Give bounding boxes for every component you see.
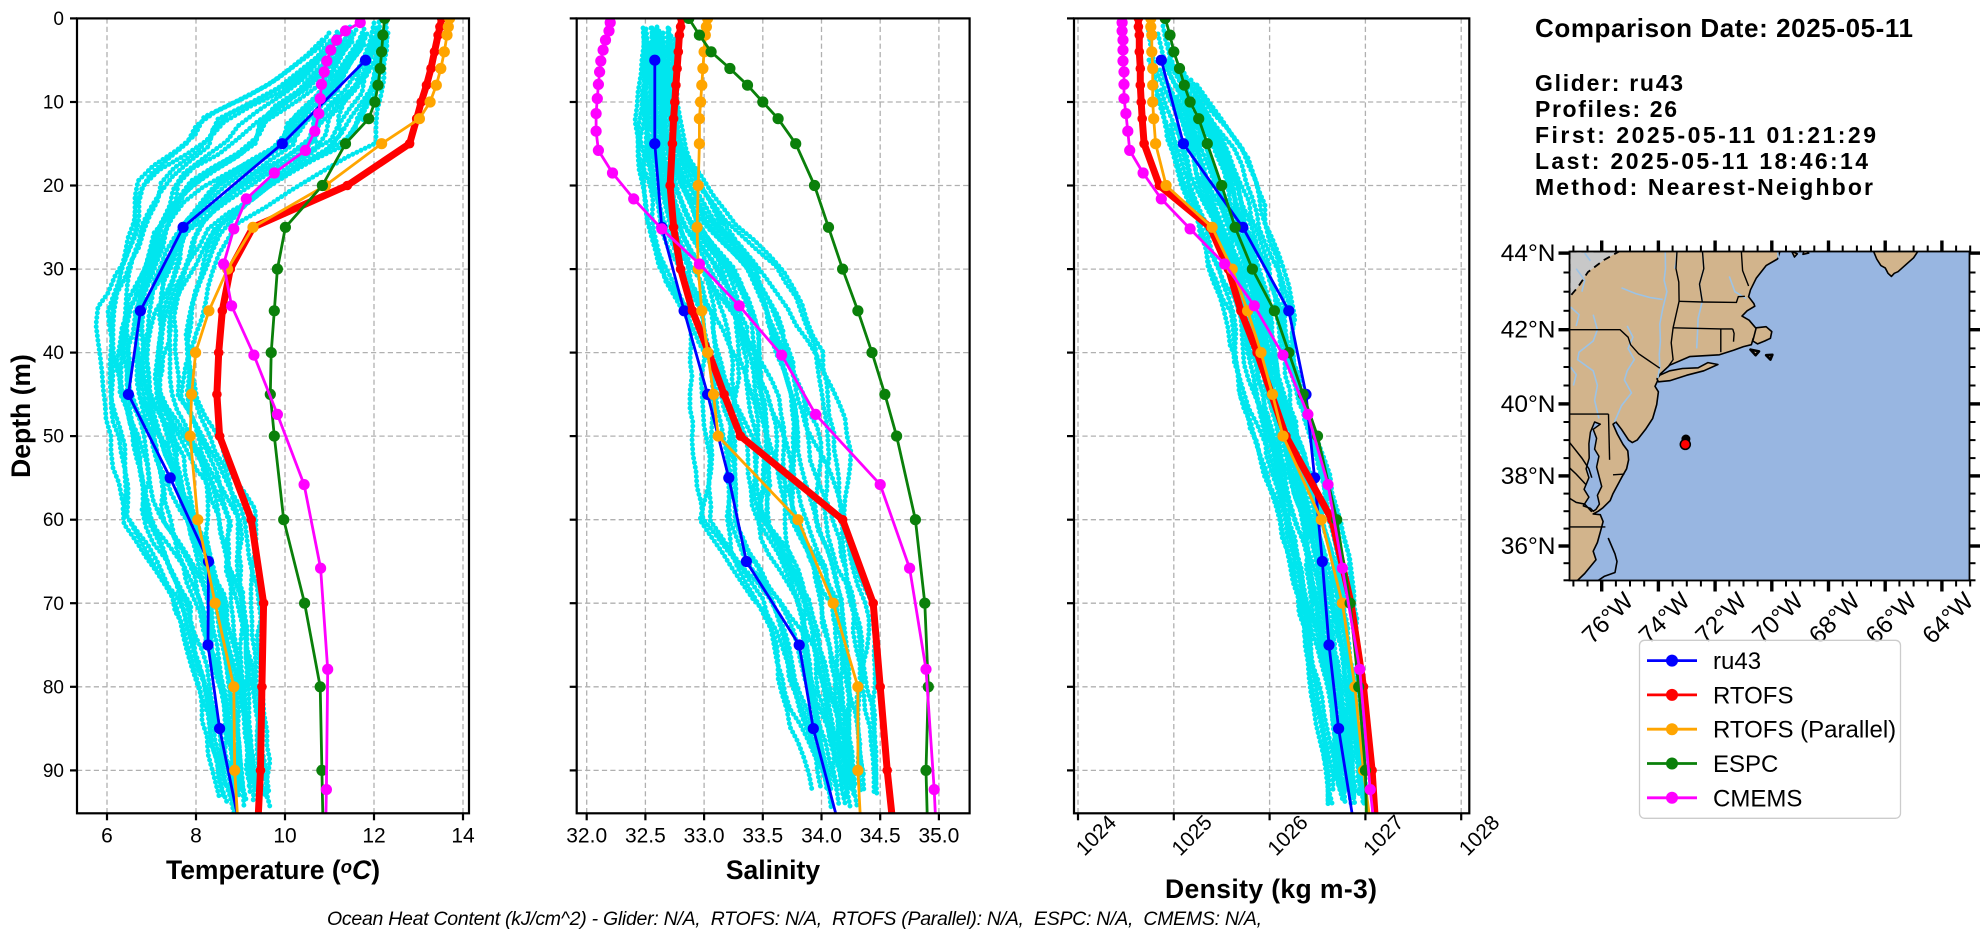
svg-text:80: 80 [43, 677, 64, 698]
svg-text:42°N: 42°N [1501, 317, 1556, 344]
svg-text:8: 8 [190, 824, 202, 847]
svg-text:33.0: 33.0 [684, 824, 725, 847]
svg-text:70: 70 [43, 594, 64, 615]
svg-text:Ocean Heat Content (kJ/cm^2) -: Ocean Heat Content (kJ/cm^2) - Glider: N… [327, 908, 1262, 930]
svg-text:35.0: 35.0 [918, 824, 959, 847]
svg-text:6: 6 [101, 824, 113, 847]
svg-text:10: 10 [43, 93, 64, 114]
svg-text:Depth (m): Depth (m) [6, 354, 36, 478]
svg-text:Density (kg m-3): Density (kg m-3) [1165, 874, 1377, 904]
svg-text:Salinity: Salinity [726, 855, 821, 885]
svg-text:Method: Nearest-Neighbor: Method: Nearest-Neighbor [1535, 174, 1873, 200]
svg-text:10: 10 [273, 824, 296, 847]
svg-text:33.5: 33.5 [742, 824, 783, 847]
svg-text:30: 30 [43, 260, 64, 281]
svg-text:Comparison Date: 2025-05-11: Comparison Date: 2025-05-11 [1535, 13, 1913, 43]
svg-text:14: 14 [451, 824, 475, 847]
svg-text:Glider: ru43: Glider: ru43 [1535, 70, 1683, 96]
svg-text:ru43: ru43 [1713, 648, 1761, 675]
svg-text:34.5: 34.5 [860, 824, 901, 847]
svg-text:44°N: 44°N [1501, 240, 1556, 267]
svg-text:CMEMS: CMEMS [1713, 785, 1802, 812]
svg-text:38°N: 38°N [1501, 463, 1556, 490]
svg-text:First: 2025-05-11 01:21:29: First: 2025-05-11 01:21:29 [1535, 122, 1876, 148]
svg-text:ESPC: ESPC [1713, 751, 1778, 778]
svg-text:0: 0 [53, 9, 64, 30]
svg-text:12: 12 [362, 824, 385, 847]
svg-text:RTOFS (Parallel): RTOFS (Parallel) [1713, 717, 1896, 744]
svg-text:40: 40 [43, 343, 64, 364]
svg-text:40°N: 40°N [1501, 391, 1556, 418]
svg-text:20: 20 [43, 176, 64, 197]
svg-text:50: 50 [43, 427, 64, 448]
svg-text:Last: 2025-05-11 18:46:14: Last: 2025-05-11 18:46:14 [1535, 148, 1868, 174]
svg-text:Profiles: 26: Profiles: 26 [1535, 96, 1677, 122]
svg-text:32.5: 32.5 [625, 824, 666, 847]
svg-text:36°N: 36°N [1501, 533, 1556, 560]
svg-text:34.0: 34.0 [801, 824, 842, 847]
svg-text:RTOFS: RTOFS [1713, 682, 1793, 709]
svg-text:60: 60 [43, 510, 64, 531]
svg-text:32.0: 32.0 [566, 824, 607, 847]
svg-text:90: 90 [43, 761, 64, 782]
